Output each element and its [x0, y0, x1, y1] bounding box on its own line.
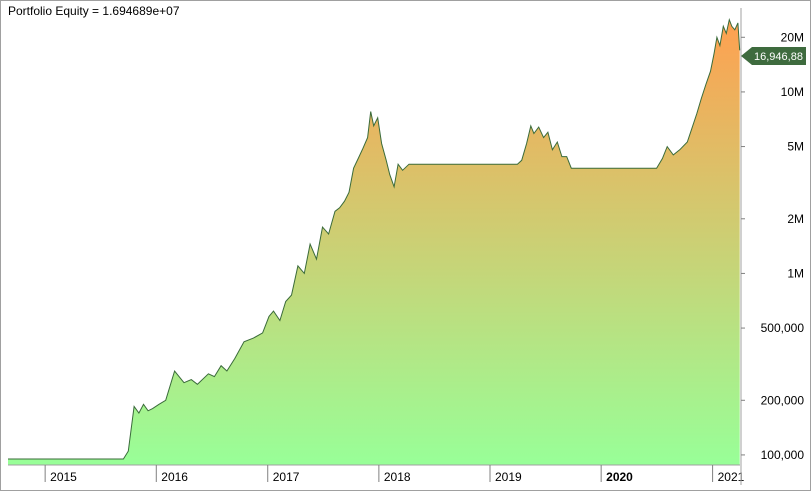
y-tick-label: 5M: [787, 140, 804, 154]
equity-line: [8, 17, 741, 460]
title-label: Portfolio Equity: [8, 4, 89, 18]
x-tick-label: 2021: [718, 470, 745, 484]
x-tick-label: 2018: [384, 470, 411, 484]
last-value-label: 16,946,88: [754, 51, 803, 63]
chart-title: Portfolio Equity = 1.694689e+07: [8, 4, 180, 18]
last-value-tag: 16,946,88: [741, 47, 806, 65]
y-tick-label: 1M: [787, 266, 804, 280]
y-tick-label: 500,000: [761, 321, 805, 335]
x-tick-label: 2015: [50, 470, 77, 484]
equity-area: [8, 19, 740, 465]
title-value: 1.694689e+07: [102, 4, 179, 18]
y-tick-label: 2M: [787, 212, 804, 226]
y-tick-label: 100,000: [761, 448, 805, 462]
x-tick-label: 2019: [495, 470, 522, 484]
x-tick-label: 2016: [161, 470, 188, 484]
y-tick-label: 20M: [781, 30, 804, 44]
x-tick-label: 2017: [273, 470, 300, 484]
y-tick-label: 10M: [781, 85, 804, 99]
y-tick-label: 200,000: [761, 393, 805, 407]
x-tick-label: 2020: [606, 470, 633, 484]
